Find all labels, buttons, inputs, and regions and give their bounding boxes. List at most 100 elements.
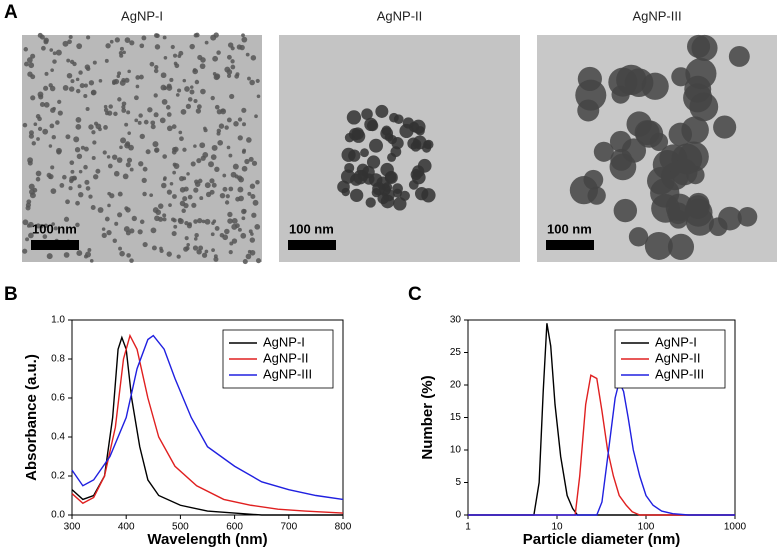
particle (121, 101, 127, 107)
particle (417, 158, 432, 173)
particle (119, 250, 125, 257)
particle (185, 103, 192, 109)
particle (254, 114, 258, 119)
particle (186, 242, 190, 247)
particle (159, 246, 163, 251)
particle (256, 94, 261, 99)
particle (210, 232, 215, 237)
particle (57, 110, 63, 116)
particle (94, 121, 99, 126)
particle (63, 252, 70, 258)
particle (65, 199, 70, 205)
particle (52, 106, 56, 111)
particle (189, 89, 195, 95)
y-axis-title: Absorbance (a.u.) (23, 354, 40, 481)
particle (122, 50, 126, 55)
particle (644, 231, 673, 260)
particle (737, 206, 758, 227)
particle (135, 75, 141, 80)
particle (173, 61, 178, 66)
particle (39, 224, 44, 229)
particle (37, 126, 43, 131)
y-tick-label: 10 (450, 445, 462, 456)
particle (224, 228, 230, 235)
particle (203, 126, 207, 131)
particle (242, 259, 248, 265)
particle (107, 203, 111, 208)
particle (42, 234, 48, 239)
particle (204, 40, 209, 45)
particle (224, 125, 229, 130)
particle (86, 35, 91, 40)
particle (230, 59, 235, 64)
particle (43, 223, 48, 228)
particle (68, 35, 73, 40)
particle (194, 79, 200, 85)
particle (33, 122, 38, 127)
particle (85, 66, 91, 72)
particle (97, 207, 104, 213)
x-tick-label: 800 (335, 522, 352, 533)
particle (154, 215, 160, 222)
particle (172, 53, 178, 58)
particle (239, 44, 245, 51)
particle (173, 146, 179, 152)
x-axis-title: Particle diameter (nm) (523, 531, 681, 548)
particle (63, 216, 70, 222)
particle (228, 250, 233, 255)
particle (103, 125, 108, 130)
particle (83, 146, 89, 152)
particle (139, 74, 144, 80)
particle (109, 39, 114, 44)
particle (53, 226, 58, 231)
particle (228, 153, 233, 158)
particle (190, 161, 196, 167)
particle (216, 128, 222, 134)
particle (222, 234, 229, 241)
particle (111, 154, 118, 160)
particle (172, 194, 177, 199)
particle (415, 186, 429, 201)
particle (184, 236, 189, 241)
particle (224, 66, 231, 73)
particle (78, 191, 84, 198)
particle (222, 173, 227, 178)
particle (212, 55, 219, 62)
particle (180, 109, 187, 115)
particle (362, 165, 375, 179)
particle (104, 216, 110, 222)
particle (75, 124, 82, 130)
particle (227, 42, 234, 48)
x-tick-label: 1 (465, 522, 471, 533)
particle (634, 120, 660, 146)
particle (85, 107, 90, 112)
scale-bar (288, 240, 336, 250)
particle (667, 233, 695, 260)
particle (227, 211, 233, 218)
particle (162, 213, 167, 218)
particle (182, 147, 187, 152)
micrograph (279, 35, 520, 262)
particle (28, 62, 35, 69)
particle (216, 50, 221, 55)
particle (198, 245, 204, 251)
particle (194, 233, 199, 238)
plot-frame (71, 319, 344, 516)
particle (83, 83, 88, 88)
particle (105, 111, 110, 116)
particle (30, 74, 36, 80)
particle (208, 161, 215, 168)
particle (83, 254, 89, 259)
particle (98, 79, 103, 83)
particle (85, 186, 91, 191)
particle (214, 104, 220, 110)
particle (133, 95, 139, 101)
particle (254, 224, 261, 230)
particle (118, 246, 122, 251)
particle (46, 253, 53, 260)
particle (92, 60, 97, 65)
particle (113, 78, 120, 85)
particle (204, 182, 211, 189)
particle (162, 35, 167, 40)
